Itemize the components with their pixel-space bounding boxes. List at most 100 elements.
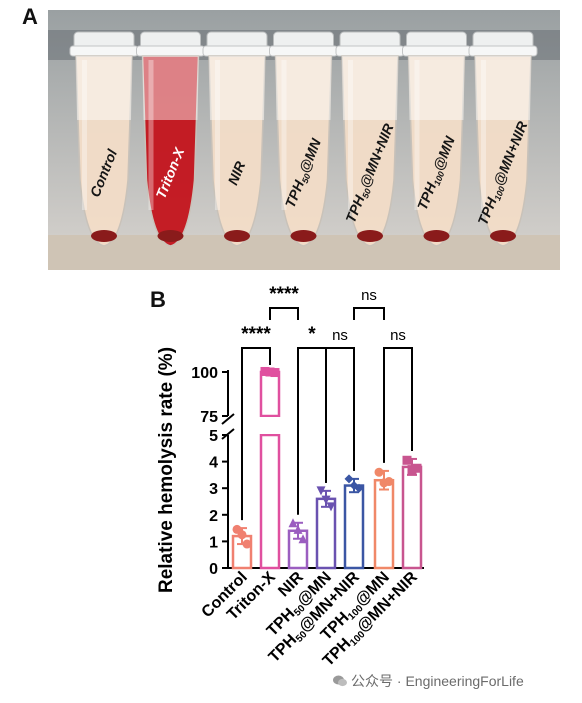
y-tick-label: 100 xyxy=(191,365,218,382)
bar-group xyxy=(287,518,309,570)
cell-pellet xyxy=(157,230,184,242)
bar-group xyxy=(343,474,365,570)
significance-label: ns xyxy=(390,327,406,344)
tube-rim xyxy=(136,45,205,57)
cell-pellet xyxy=(91,230,117,242)
tubes-photo: Control Triton-X NIRTPH50@MNTPH50@MN+NIRTP… xyxy=(48,10,560,270)
tube-rim xyxy=(402,45,471,57)
data-point xyxy=(412,463,422,473)
significance-bracket xyxy=(269,307,299,320)
y-tick-label: 1 xyxy=(209,534,218,551)
significance-bracket xyxy=(383,347,413,463)
tube: TPH50@MN xyxy=(269,31,338,247)
significance-label: * xyxy=(308,324,316,345)
tube-highlight xyxy=(414,60,420,210)
y-axis-label: Relative hemolysis rate (%) xyxy=(156,347,177,593)
tube: TPH100@MN xyxy=(402,31,471,247)
bar xyxy=(343,484,365,570)
bar xyxy=(315,497,337,570)
cell-pellet xyxy=(423,230,450,242)
cell-pellet xyxy=(490,230,516,242)
data-point xyxy=(288,518,298,528)
significance-label: ns xyxy=(361,287,377,304)
data-point xyxy=(354,483,364,493)
tube-empty-top xyxy=(408,56,465,120)
tube: NIR xyxy=(202,31,272,247)
tube-empty-top xyxy=(142,56,199,120)
y-tick-label: 3 xyxy=(209,481,218,498)
data-point xyxy=(407,465,417,475)
y-tick-label: 2 xyxy=(209,508,218,525)
tube-empty-top xyxy=(76,56,132,120)
data-point xyxy=(374,467,384,477)
data-point xyxy=(402,455,412,465)
tube-highlight xyxy=(148,60,154,210)
data-point xyxy=(293,524,303,534)
y-tick-label: 4 xyxy=(209,455,218,472)
tube-empty-top xyxy=(209,56,265,120)
tube-highlight xyxy=(281,60,287,210)
panel-b-label: B xyxy=(150,287,166,312)
tube-highlight xyxy=(82,60,87,210)
tube-rim xyxy=(202,45,272,57)
bar xyxy=(259,370,281,418)
tube-empty-top xyxy=(475,56,531,120)
bar-group xyxy=(231,524,253,570)
watermark: 公众号 · EngineeringForLife xyxy=(332,671,524,691)
data-point xyxy=(298,534,308,544)
tube-body xyxy=(75,55,133,247)
data-point xyxy=(321,495,331,505)
data-point xyxy=(237,530,247,540)
tube: Triton-X xyxy=(136,31,205,247)
data-point xyxy=(344,474,354,484)
y-tick-label: 75 xyxy=(200,409,218,426)
significance-label: **** xyxy=(269,284,299,305)
data-point xyxy=(326,502,336,512)
tube: Control xyxy=(69,31,139,247)
cell-pellet xyxy=(290,230,317,242)
bar-group xyxy=(315,486,337,570)
significance-label: **** xyxy=(241,324,271,345)
bar xyxy=(401,465,423,570)
data-point xyxy=(316,486,326,496)
cell-pellet xyxy=(357,230,383,242)
data-point xyxy=(242,539,252,549)
tube: TPH50@MN+NIR xyxy=(335,31,405,247)
panel-a-label: A xyxy=(22,4,38,29)
tube-rim xyxy=(269,45,338,57)
tube-rim xyxy=(468,45,538,57)
tube-empty-top xyxy=(342,56,398,120)
bar-group xyxy=(373,467,395,570)
tube: TPH100@MN+NIR xyxy=(468,31,538,247)
cell-pellet xyxy=(224,230,250,242)
tube-rim xyxy=(335,45,405,57)
wechat-icon xyxy=(333,675,347,687)
tube-highlight xyxy=(348,60,353,210)
y-tick-label: 0 xyxy=(209,561,218,578)
tube-highlight xyxy=(481,60,486,210)
tube-body xyxy=(274,55,333,247)
tube-rim xyxy=(69,45,139,57)
data-point xyxy=(265,367,275,377)
bar xyxy=(373,478,395,570)
tube-empty-top xyxy=(275,56,332,120)
y-tick-label: 5 xyxy=(209,428,218,445)
significance-label: ns xyxy=(332,327,348,344)
tube-body xyxy=(474,55,532,247)
data-point xyxy=(384,477,394,487)
tube-body xyxy=(141,55,200,247)
data-point xyxy=(270,368,280,378)
data-point xyxy=(260,366,270,376)
bar xyxy=(259,433,281,570)
bar-group xyxy=(401,455,423,570)
tube-body xyxy=(208,55,266,247)
significance-bracket xyxy=(353,307,385,320)
significance-bracket xyxy=(325,347,355,483)
significance-bracket xyxy=(241,347,271,521)
bar-group xyxy=(259,366,281,570)
tube-highlight xyxy=(215,60,220,210)
bar-break-gap xyxy=(259,417,281,434)
watermark-text: 公众号 · EngineeringForLife xyxy=(351,673,524,689)
tube-body xyxy=(407,55,466,247)
